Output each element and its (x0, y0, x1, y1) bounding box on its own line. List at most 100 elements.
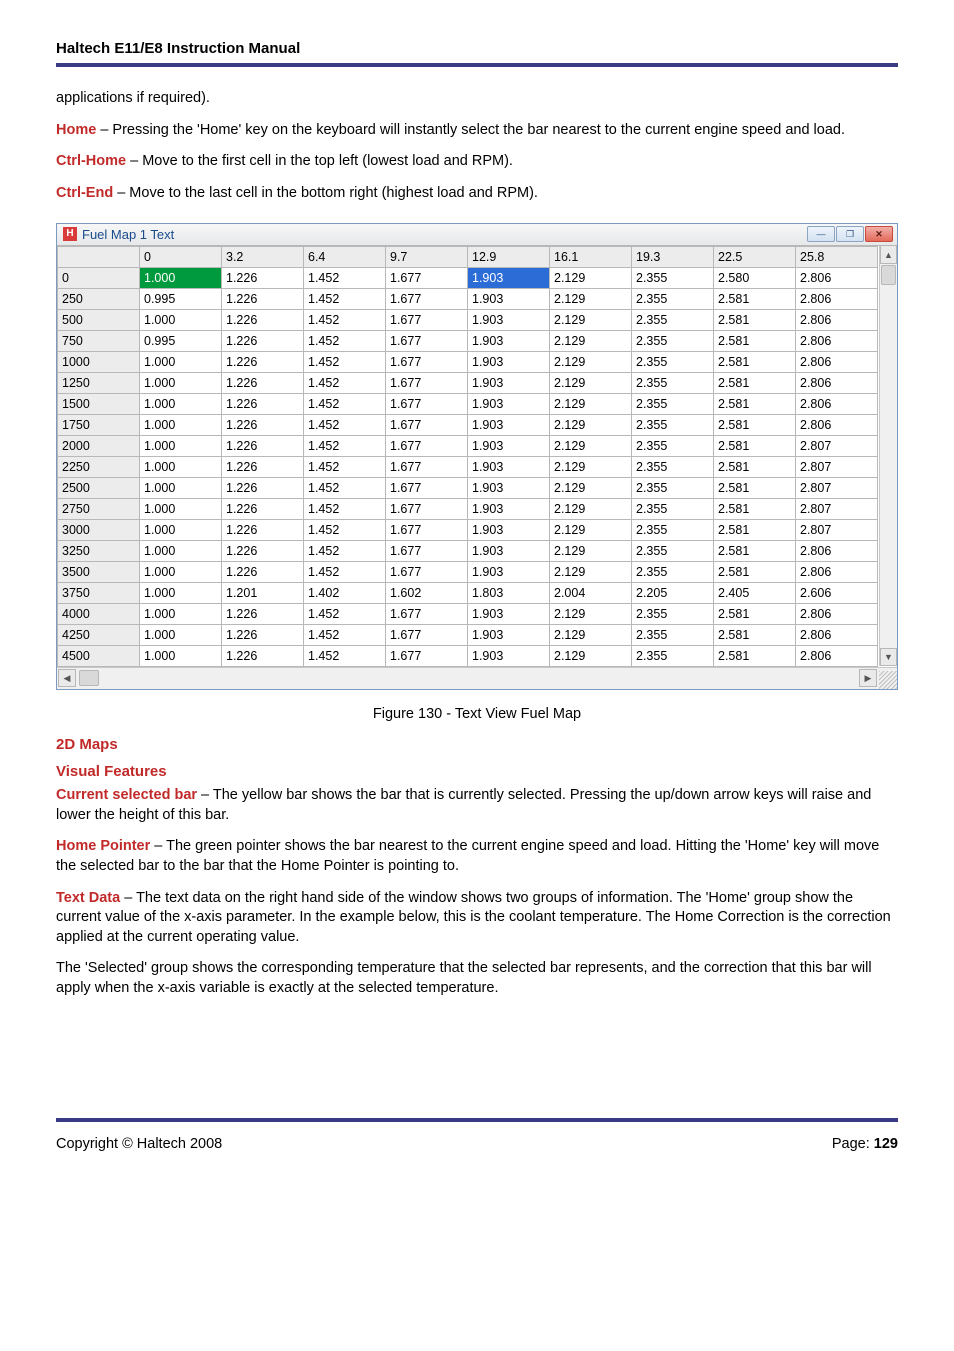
value-cell[interactable]: 1.903 (468, 352, 550, 373)
value-cell[interactable]: 2.129 (550, 310, 632, 331)
value-cell[interactable]: 1.226 (222, 310, 304, 331)
value-cell[interactable]: 1.677 (386, 541, 468, 562)
value-cell[interactable]: 1.452 (304, 604, 386, 625)
value-cell[interactable]: 1.677 (386, 478, 468, 499)
row-header[interactable]: 4250 (58, 625, 140, 646)
value-cell[interactable]: 1.000 (140, 646, 222, 667)
value-cell[interactable]: 1.402 (304, 583, 386, 604)
value-cell[interactable]: 1.452 (304, 562, 386, 583)
value-cell[interactable]: 1.226 (222, 541, 304, 562)
value-cell[interactable]: 2.355 (632, 373, 714, 394)
value-cell[interactable]: 2.581 (714, 499, 796, 520)
value-cell[interactable]: 2.355 (632, 499, 714, 520)
value-cell[interactable]: 2.129 (550, 499, 632, 520)
value-cell[interactable]: 1.903 (468, 625, 550, 646)
value-cell[interactable]: 2.807 (796, 457, 878, 478)
value-cell[interactable]: 1.226 (222, 352, 304, 373)
value-cell[interactable]: 2.581 (714, 457, 796, 478)
value-cell[interactable]: 2.355 (632, 562, 714, 583)
value-cell[interactable]: 1.903 (468, 331, 550, 352)
row-header[interactable]: 2000 (58, 436, 140, 457)
value-cell[interactable]: 1.000 (140, 436, 222, 457)
row-header[interactable]: 1750 (58, 415, 140, 436)
value-cell[interactable]: 1.452 (304, 289, 386, 310)
value-cell[interactable]: 1.677 (386, 646, 468, 667)
value-cell[interactable]: 1.903 (468, 415, 550, 436)
value-cell[interactable]: 1.677 (386, 268, 468, 289)
scroll-right-icon[interactable]: ▶ (859, 669, 877, 687)
value-cell[interactable]: 1.903 (468, 646, 550, 667)
value-cell[interactable]: 1.903 (468, 289, 550, 310)
value-cell[interactable]: 2.806 (796, 604, 878, 625)
value-cell[interactable]: 1.452 (304, 499, 386, 520)
row-header[interactable]: 3000 (58, 520, 140, 541)
value-cell[interactable]: 1.000 (140, 394, 222, 415)
value-cell[interactable]: 1.000 (140, 415, 222, 436)
value-cell[interactable]: 1.000 (140, 478, 222, 499)
value-cell[interactable]: 1.677 (386, 562, 468, 583)
value-cell[interactable]: 2.355 (632, 331, 714, 352)
value-cell[interactable]: 2.129 (550, 457, 632, 478)
value-cell[interactable]: 2.581 (714, 541, 796, 562)
row-header[interactable]: 500 (58, 310, 140, 331)
value-cell[interactable]: 1.452 (304, 436, 386, 457)
value-cell[interactable]: 2.129 (550, 289, 632, 310)
value-cell[interactable]: 2.581 (714, 289, 796, 310)
maximize-button[interactable]: ❐ (836, 226, 864, 242)
value-cell[interactable]: 1.903 (468, 520, 550, 541)
value-cell[interactable]: 1.903 (468, 268, 550, 289)
value-cell[interactable]: 2.807 (796, 499, 878, 520)
row-header[interactable]: 1500 (58, 394, 140, 415)
value-cell[interactable]: 1.677 (386, 415, 468, 436)
value-cell[interactable]: 1.226 (222, 268, 304, 289)
value-cell[interactable]: 2.355 (632, 268, 714, 289)
value-cell[interactable]: 2.129 (550, 541, 632, 562)
value-cell[interactable]: 1.452 (304, 415, 386, 436)
value-cell[interactable]: 1.602 (386, 583, 468, 604)
value-cell[interactable]: 2.355 (632, 289, 714, 310)
value-cell[interactable]: 1.677 (386, 394, 468, 415)
value-cell[interactable]: 2.129 (550, 352, 632, 373)
value-cell[interactable]: 1.226 (222, 520, 304, 541)
value-cell[interactable]: 2.806 (796, 289, 878, 310)
value-cell[interactable]: 1.452 (304, 373, 386, 394)
value-cell[interactable]: 2.581 (714, 646, 796, 667)
horizontal-scrollbar[interactable]: ◀ ▶ (57, 667, 897, 689)
value-cell[interactable]: 1.677 (386, 310, 468, 331)
value-cell[interactable]: 2.355 (632, 310, 714, 331)
value-cell[interactable]: 1.000 (140, 352, 222, 373)
value-cell[interactable]: 1.226 (222, 373, 304, 394)
value-cell[interactable]: 0.995 (140, 289, 222, 310)
fuel-map-table[interactable]: 03.26.49.712.916.119.322.525.801.0001.22… (57, 246, 878, 667)
column-header[interactable]: 25.8 (796, 247, 878, 268)
value-cell[interactable]: 2.581 (714, 373, 796, 394)
value-cell[interactable]: 2.129 (550, 478, 632, 499)
value-cell[interactable]: 1.903 (468, 604, 550, 625)
value-cell[interactable]: 2.355 (632, 541, 714, 562)
value-cell[interactable]: 2.806 (796, 331, 878, 352)
titlebar[interactable]: H Fuel Map 1 Text — ❐ ✕ (57, 224, 897, 245)
value-cell[interactable]: 1.677 (386, 352, 468, 373)
value-cell[interactable]: 2.129 (550, 394, 632, 415)
value-cell[interactable]: 1.452 (304, 457, 386, 478)
vertical-scrollbar[interactable]: ▲ ▼ (879, 246, 897, 666)
value-cell[interactable]: 2.581 (714, 310, 796, 331)
value-cell[interactable]: 2.129 (550, 436, 632, 457)
value-cell[interactable]: 2.129 (550, 373, 632, 394)
value-cell[interactable]: 2.806 (796, 646, 878, 667)
row-header[interactable]: 1000 (58, 352, 140, 373)
value-cell[interactable]: 1.000 (140, 583, 222, 604)
value-cell[interactable]: 2.129 (550, 646, 632, 667)
column-header[interactable] (58, 247, 140, 268)
value-cell[interactable]: 1.226 (222, 289, 304, 310)
value-cell[interactable]: 2.806 (796, 562, 878, 583)
scroll-down-icon[interactable]: ▼ (880, 648, 897, 666)
value-cell[interactable]: 2.355 (632, 625, 714, 646)
value-cell[interactable]: 2.581 (714, 478, 796, 499)
value-cell[interactable]: 1.452 (304, 394, 386, 415)
close-button[interactable]: ✕ (865, 226, 893, 242)
vscroll-thumb[interactable] (881, 265, 896, 285)
value-cell[interactable]: 1.903 (468, 310, 550, 331)
value-cell[interactable]: 1.201 (222, 583, 304, 604)
value-cell[interactable]: 1.000 (140, 310, 222, 331)
